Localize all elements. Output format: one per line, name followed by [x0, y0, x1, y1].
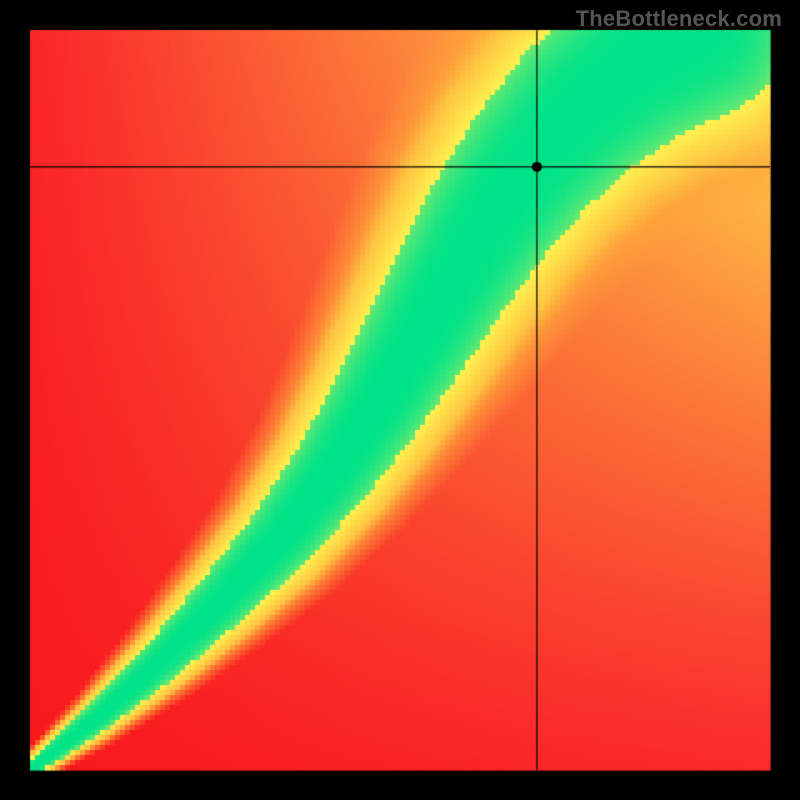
chart-container: TheBottleneck.com	[0, 0, 800, 800]
attribution-text: TheBottleneck.com	[576, 6, 782, 32]
heatmap-canvas	[0, 0, 800, 800]
